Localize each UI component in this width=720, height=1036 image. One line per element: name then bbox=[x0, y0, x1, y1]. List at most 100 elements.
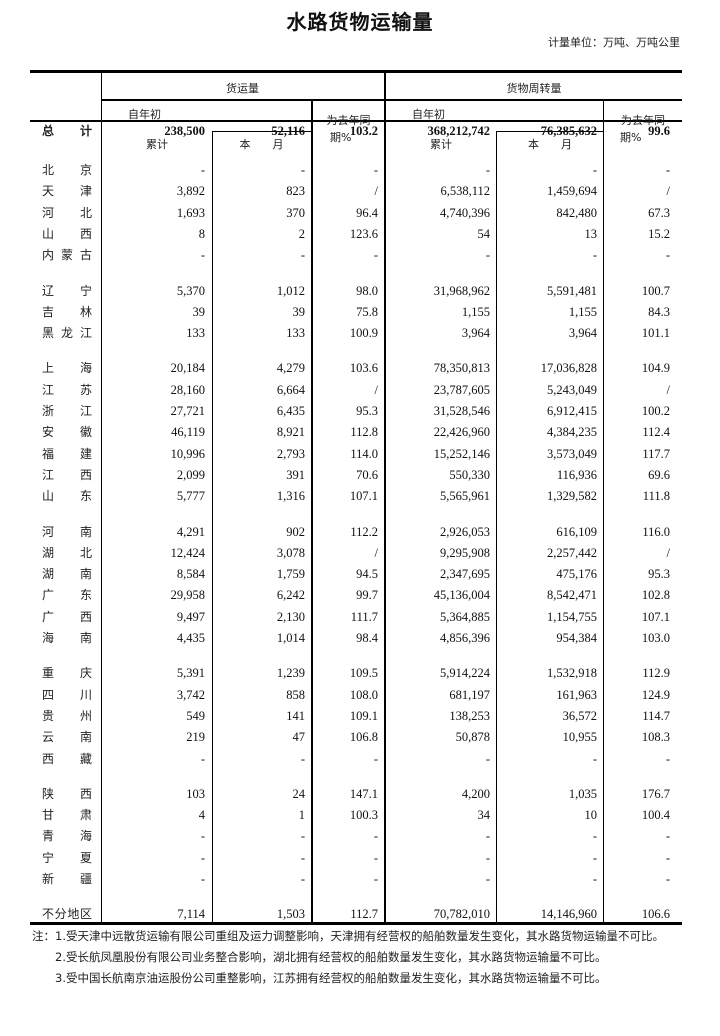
table-cell: 133 bbox=[186, 326, 205, 341]
table-cell: 27,721 bbox=[170, 404, 205, 418]
table-cell: 1,155 bbox=[461, 304, 490, 319]
table-cell: 616,109 bbox=[556, 524, 597, 539]
row-label: 广东 bbox=[42, 588, 92, 603]
table-cell: 5,914,224 bbox=[440, 666, 490, 681]
table-cell: - bbox=[200, 751, 205, 766]
table-cell: - bbox=[300, 248, 305, 263]
table-cell: 108.3 bbox=[641, 730, 670, 745]
table-cell: 1,693 bbox=[176, 205, 205, 220]
table-cell: 370 bbox=[286, 205, 305, 220]
column-line bbox=[311, 100, 313, 922]
footnote: 2.受长航凤凰股份有限公司业务整合影响，湖北拥有经营权的船舶数量发生变化，其水路… bbox=[55, 950, 607, 964]
header-yoy: 期% bbox=[330, 131, 352, 144]
table-cell: 5,565,961 bbox=[440, 489, 490, 504]
header-subdivider bbox=[212, 131, 311, 132]
table-cell: 36,572 bbox=[562, 708, 597, 723]
table-cell: 475,176 bbox=[556, 567, 597, 582]
table-cell: 238,500 bbox=[164, 124, 205, 138]
table-cell: 12,424 bbox=[170, 545, 205, 560]
table-cell: 4,384,235 bbox=[547, 425, 597, 440]
row-label: 安徽 bbox=[42, 425, 92, 440]
table-cell: 20,184 bbox=[170, 361, 205, 376]
table-cell: - bbox=[373, 751, 378, 766]
table-cell: - bbox=[373, 850, 378, 865]
table-cell: 2,926,053 bbox=[440, 524, 490, 539]
table-cell: 176.7 bbox=[641, 786, 670, 801]
table-cell: 5,391 bbox=[176, 666, 205, 681]
table-cell: - bbox=[300, 829, 305, 844]
row-label: 宁夏 bbox=[42, 850, 92, 865]
row-label: 山东 bbox=[42, 489, 92, 504]
table-top-rule bbox=[30, 70, 682, 73]
table-cell: 111.7 bbox=[350, 609, 378, 624]
table-cell: 842,480 bbox=[556, 205, 597, 220]
table-cell: 133 bbox=[286, 326, 305, 341]
header-month: 本 月 bbox=[239, 138, 284, 151]
table-cell: 681,197 bbox=[449, 687, 490, 702]
table-cell: 10 bbox=[584, 808, 598, 823]
table-cell: 7,114 bbox=[177, 907, 205, 922]
table-cell: 69.6 bbox=[648, 467, 670, 482]
table-cell: 47 bbox=[292, 730, 306, 745]
column-line bbox=[384, 72, 386, 922]
table-cell: 550,330 bbox=[449, 467, 490, 482]
table-cell: 4,435 bbox=[176, 631, 205, 645]
table-cell: 161,963 bbox=[556, 687, 597, 702]
table-cell: - bbox=[300, 751, 305, 766]
table-cell: 3,742 bbox=[176, 687, 205, 702]
column-line bbox=[603, 100, 604, 922]
table-cell: - bbox=[665, 829, 670, 844]
table-cell: 114.7 bbox=[642, 708, 670, 723]
table-cell: 22,426,960 bbox=[433, 425, 490, 440]
footnotes: 注：1.受天津中远散货运输有限公司重组及运力调整影响，天津拥有经营权的船舶数量发… bbox=[32, 928, 680, 991]
table-cell: 902 bbox=[286, 524, 305, 539]
table-cell: - bbox=[200, 163, 205, 177]
table-cell: 102.8 bbox=[641, 588, 670, 603]
table-cell: 54 bbox=[477, 226, 491, 241]
row-label: 河南 bbox=[42, 524, 92, 539]
table-cell: 100.4 bbox=[641, 808, 670, 823]
header-bottom-rule bbox=[30, 120, 682, 122]
table-cell: 8 bbox=[198, 226, 205, 241]
table-cell: 109.5 bbox=[349, 666, 378, 681]
table-cell: - bbox=[665, 850, 670, 865]
table-cell: 76,385,632 bbox=[540, 124, 597, 138]
table-cell: 39 bbox=[192, 304, 206, 319]
table-cell: / bbox=[374, 545, 378, 560]
table-cell: 823 bbox=[286, 184, 305, 199]
table-cell: - bbox=[300, 872, 305, 886]
table-cell: - bbox=[200, 248, 205, 263]
table-cell: 124.9 bbox=[641, 687, 670, 702]
row-label: 湖南 bbox=[42, 567, 92, 582]
table-cell: 9,295,908 bbox=[440, 545, 490, 560]
table-cell: 24 bbox=[292, 786, 306, 801]
table-cell: 1,316 bbox=[276, 489, 305, 504]
header-yoy: 为去年同 bbox=[326, 114, 371, 127]
header-ytd: 累计 bbox=[430, 138, 452, 151]
table-cell: - bbox=[592, 829, 597, 844]
table-cell: - bbox=[592, 248, 597, 263]
table-cell: 4 bbox=[198, 808, 205, 823]
table-cell: 70,782,010 bbox=[433, 907, 490, 922]
table-cell: 1,154,755 bbox=[547, 609, 597, 624]
column-line bbox=[496, 131, 497, 922]
table-cell: 123.6 bbox=[349, 226, 378, 241]
row-label: 上海 bbox=[42, 361, 92, 376]
table-cell: 100.9 bbox=[349, 326, 378, 341]
table-cell: 3,078 bbox=[276, 545, 305, 560]
header-ytd: 累计 bbox=[146, 138, 168, 151]
table-cell: 46,119 bbox=[171, 425, 205, 440]
table-cell: 4,291 bbox=[176, 524, 205, 539]
table-cell: 112.4 bbox=[642, 425, 670, 440]
table-cell: / bbox=[666, 545, 670, 560]
table-cell: - bbox=[485, 751, 490, 766]
table-cell: - bbox=[485, 829, 490, 844]
table-cell: 34 bbox=[477, 808, 491, 823]
table-bottom-rule bbox=[30, 922, 682, 925]
row-label: 云南 bbox=[42, 730, 92, 745]
table-cell: 8,584 bbox=[176, 567, 205, 582]
table-cell: 31,968,962 bbox=[433, 283, 490, 298]
column-line bbox=[212, 131, 213, 922]
row-label: 重庆 bbox=[42, 666, 92, 681]
